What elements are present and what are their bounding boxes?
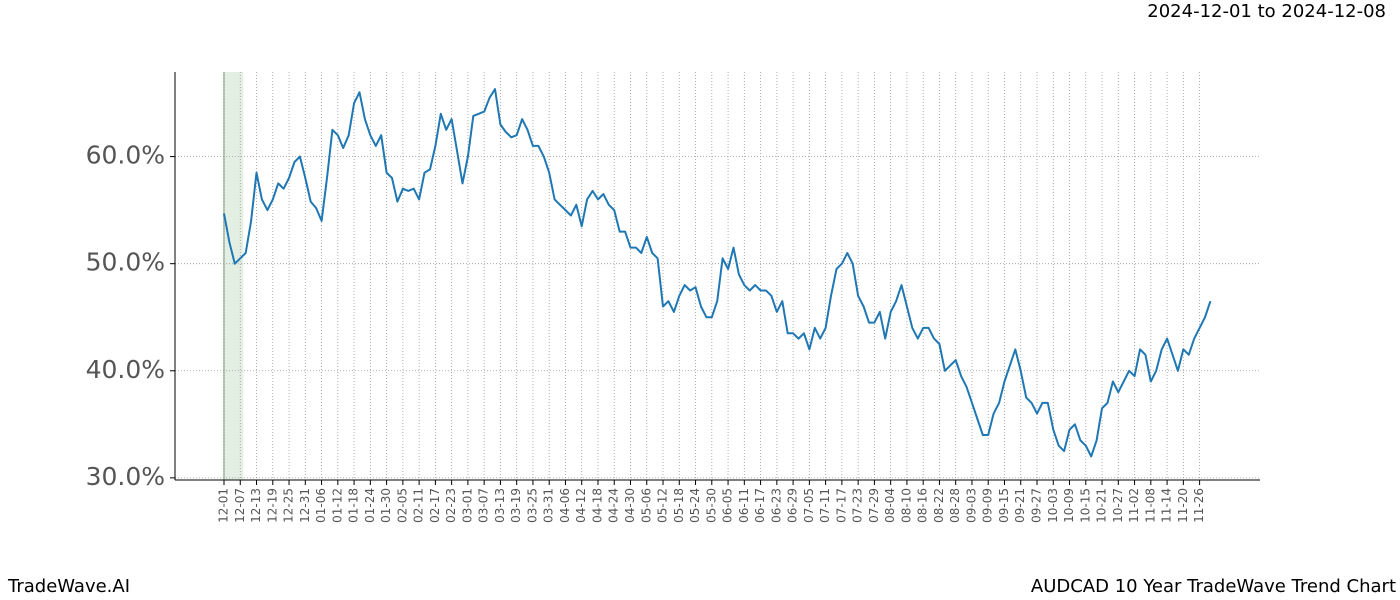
- y-tick-label: 50.0%: [86, 248, 165, 277]
- x-tick-label: 05-24: [688, 488, 702, 523]
- x-tick-label: 02-17: [428, 488, 442, 523]
- x-tick-label: 11-26: [1192, 488, 1206, 523]
- x-tick-label: 04-18: [590, 488, 604, 523]
- y-tick-label: 30.0%: [86, 462, 165, 491]
- x-tick-label: 03-01: [460, 488, 474, 523]
- brand: TradeWave.AI: [7, 576, 130, 597]
- x-tick-label: 08-22: [932, 488, 946, 523]
- x-tick-label: 09-15: [997, 488, 1011, 523]
- x-tick-label: 12-01: [217, 488, 231, 523]
- x-tick-label: 10-21: [1095, 488, 1109, 523]
- x-tick-label: 05-30: [704, 488, 718, 523]
- x-tick-label: 04-24: [607, 488, 621, 523]
- y-tick-label: 40.0%: [86, 355, 165, 384]
- x-tick-label: 10-03: [1046, 488, 1060, 523]
- x-tick-label: 06-17: [753, 488, 767, 523]
- x-tick-label: 04-30: [623, 488, 637, 523]
- x-tick-label: 08-04: [883, 488, 897, 523]
- x-tick-label: 03-13: [493, 488, 507, 523]
- date-range: 2024-12-01 to 2024-12-08: [1147, 1, 1386, 22]
- x-tick-label: 06-05: [721, 488, 735, 523]
- y-tick-label: 60.0%: [86, 141, 165, 170]
- x-tick-label: 11-08: [1143, 488, 1157, 523]
- x-tick-label: 04-06: [558, 488, 572, 523]
- x-tick-label: 07-23: [851, 488, 865, 523]
- x-tick-label: 07-17: [834, 488, 848, 523]
- price-line: [223, 88, 1212, 458]
- highlight-band: [223, 72, 244, 480]
- chart-title: AUDCAD 10 Year TradeWave Trend Chart: [1031, 576, 1396, 597]
- x-tick-label: 05-06: [639, 488, 653, 523]
- x-tick-label: 07-11: [818, 488, 832, 523]
- x-tick-label: 01-24: [363, 488, 377, 523]
- x-tick-label: 12-13: [249, 488, 263, 523]
- x-tick-label: 03-07: [477, 488, 491, 523]
- x-tick-label: 06-11: [737, 488, 751, 523]
- x-tick-label: 01-30: [379, 488, 393, 523]
- x-tick-label: 03-19: [509, 488, 523, 523]
- x-tick-label: 11-14: [1160, 488, 1174, 523]
- x-tick-label: 04-12: [574, 488, 588, 523]
- x-tick-label: 07-29: [867, 488, 881, 523]
- x-tick-label: 02-11: [412, 488, 426, 523]
- x-tick-label: 05-12: [656, 488, 670, 523]
- x-tick-label: 07-05: [802, 488, 816, 523]
- x-tick-label: 09-03: [964, 488, 978, 523]
- x-tick-label: 10-15: [1078, 488, 1092, 523]
- x-tick-label: 02-05: [395, 488, 409, 523]
- x-tick-label: 03-31: [542, 488, 556, 523]
- x-tick-label: 11-02: [1127, 488, 1141, 523]
- x-tick-label: 10-09: [1062, 488, 1076, 523]
- x-tick-label: 01-12: [330, 488, 344, 523]
- x-tick-label: 12-19: [265, 488, 279, 523]
- x-tick-label: 09-09: [981, 488, 995, 523]
- x-tick-label: 12-07: [233, 488, 247, 523]
- x-tick-label: 08-28: [948, 488, 962, 523]
- x-tick-label: 09-21: [1013, 488, 1027, 523]
- x-tick-label: 06-23: [769, 488, 783, 523]
- x-tick-label: 05-18: [672, 488, 686, 523]
- x-tick-label: 01-06: [314, 488, 328, 523]
- x-tick-label: 01-18: [347, 488, 361, 523]
- x-tick-label: 12-31: [298, 488, 312, 523]
- x-tick-label: 02-23: [444, 488, 458, 523]
- x-tick-label: 12-25: [282, 488, 296, 523]
- x-tick-label: 06-29: [786, 488, 800, 523]
- x-tick-label: 09-27: [1030, 488, 1044, 523]
- x-tick-label: 08-10: [899, 488, 913, 523]
- x-tick-label: 10-27: [1111, 488, 1125, 523]
- x-tick-label: 11-20: [1176, 488, 1190, 523]
- x-tick-label: 03-25: [525, 488, 539, 523]
- x-tick-label: 08-16: [916, 488, 930, 523]
